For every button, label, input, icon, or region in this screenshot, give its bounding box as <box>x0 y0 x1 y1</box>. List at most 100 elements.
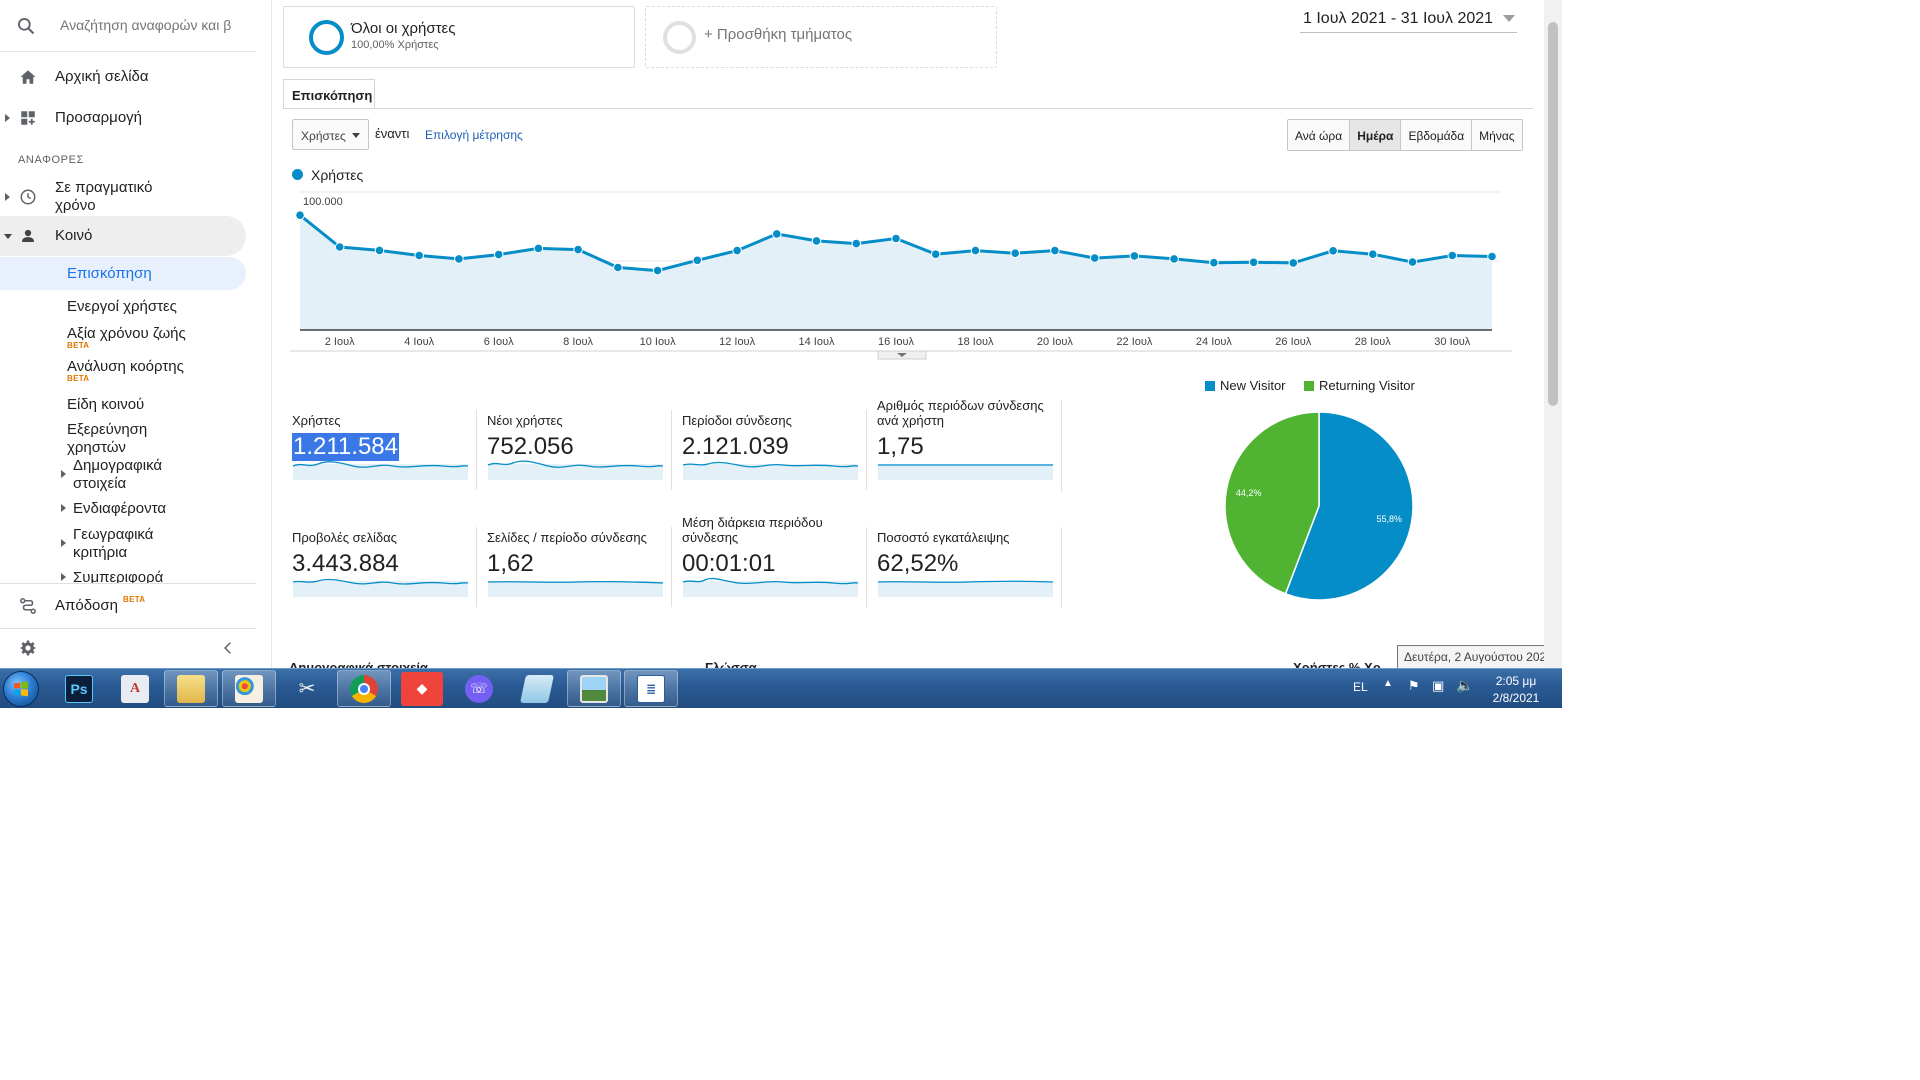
granularity-day-button[interactable]: Ημέρα <box>1350 120 1402 150</box>
granularity-hourly-button[interactable]: Ανά ώρα <box>1288 120 1351 150</box>
pie-slice[interactable] <box>1284 411 1414 601</box>
attribution-icon <box>20 598 36 614</box>
sidebar-subitem-overview-highlight <box>0 257 246 290</box>
volume-icon[interactable]: 🔈 <box>1456 677 1474 693</box>
start-button[interactable] <box>3 671 39 707</box>
x-tick-label: 4 Ιουλ <box>404 336 434 348</box>
add-segment-label: + Προσθήκη τμήματος <box>704 26 853 43</box>
granularity-week-button[interactable]: Εβδομάδα <box>1401 120 1473 150</box>
data-point <box>573 244 583 255</box>
photo-viewer-icon[interactable] <box>567 670 621 707</box>
scorecard-bounce-rate[interactable]: Ποσοστό εγκατάλειψης 62,52% <box>877 515 1055 610</box>
divider <box>476 527 477 607</box>
data-point <box>1487 251 1497 262</box>
notepad-icon[interactable] <box>510 670 564 707</box>
dashboard-icon <box>21 111 35 125</box>
expand-caret-icon[interactable] <box>61 504 66 512</box>
sidebar-item-audience-highlight <box>0 216 246 256</box>
pie-legend-item-new[interactable]: New Visitor <box>1205 378 1286 393</box>
data-point <box>1447 250 1458 261</box>
expand-caret-icon[interactable] <box>61 573 66 581</box>
sidebar-subitem-cohort[interactable]: Ανάλυση κοόρτης <box>67 358 184 375</box>
beta-badge: BETA <box>123 595 146 604</box>
scorecard-pageviews[interactable]: Προβολές σελίδας 3.443.884 <box>292 515 470 610</box>
sidebar-item-customization[interactable]: Προσαρμογή <box>0 109 256 127</box>
scorecard-avg-session-duration[interactable]: Μέση διάρκεια περιόδου σύνδεσης 00:01:01 <box>682 515 860 610</box>
sidebar-subitem-geo[interactable]: Γεωγραφικά κριτήρια <box>73 526 153 562</box>
sparkline <box>683 577 858 597</box>
expand-caret-icon[interactable] <box>61 470 66 478</box>
scorecard-sessions-per-user[interactable]: Αριθμός περιόδων σύνδεσης ανά χρήστη 1,7… <box>877 398 1055 493</box>
scorecard-sessions[interactable]: Περίοδοι σύνδεσης 2.121.039 <box>682 398 860 493</box>
expand-caret-icon[interactable] <box>61 539 66 547</box>
anydesk-icon[interactable]: ◆ <box>395 670 449 707</box>
sidebar-item-home[interactable]: Αρχική σελίδα <box>0 68 256 86</box>
photoshop-icon[interactable]: Ps <box>52 670 106 707</box>
tab-overview[interactable]: Επισκόπηση <box>283 79 375 109</box>
sidebar-subitem-active-users[interactable]: Ενεργοί χρήστες <box>67 298 177 315</box>
visitor-type-pie-chart[interactable]: 55,8% 44,2% <box>1221 408 1417 604</box>
label-line: στοιχεία <box>73 475 127 492</box>
beta-badge: BETA <box>67 341 90 350</box>
sidebar-subitem-interests[interactable]: Ενδιαφέροντα <box>73 500 167 517</box>
metric-select[interactable]: Χρήστες <box>292 119 369 150</box>
pie-legend-item-returning[interactable]: Returning Visitor <box>1304 378 1415 393</box>
screen: Αναζήτηση αναφορών και β Αρχική σελίδα Π… <box>0 0 1562 708</box>
vertical-scrollbar[interactable] <box>1544 0 1562 668</box>
granularity-toggle: Ανά ώρα Ημέρα Εβδομάδα Μήνας <box>1287 119 1523 151</box>
sidebar-subitem-user-explorer[interactable]: Εξερεύνηση χρηστών <box>67 421 147 457</box>
sidebar-subitem-overview[interactable]: Επισκόπηση <box>67 265 152 282</box>
sidebar-item-realtime[interactable]: Σε πραγματικό χρόνο <box>0 179 256 215</box>
scorecard-new-users[interactable]: Νέοι χρήστες 752.056 <box>487 398 665 493</box>
vs-label: έναντι <box>375 126 410 141</box>
sidebar-item-audience[interactable]: Κοινό <box>0 227 256 245</box>
action-center-flag-icon[interactable]: ⚑ <box>1408 678 1420 693</box>
search-box[interactable]: Αναζήτηση αναφορών και β <box>0 0 256 52</box>
scorecard-label: Περίοδοι σύνδεσης <box>682 413 792 428</box>
select-metric-link[interactable]: Επιλογή μέτρησης <box>425 128 523 142</box>
legend-label: Χρήστες <box>311 167 364 183</box>
snipping-tool-icon[interactable]: ✂ <box>298 678 316 700</box>
search-input[interactable]: Αναζήτηση αναφορών και β <box>60 17 232 33</box>
show-hidden-icons[interactable]: ▲ <box>1383 678 1393 689</box>
sparkline <box>683 461 858 480</box>
viber-icon[interactable]: ☏ <box>452 670 506 707</box>
collapse-sidebar-icon[interactable] <box>221 641 235 655</box>
data-point <box>851 238 862 249</box>
font-viewer-icon[interactable]: A <box>108 670 162 707</box>
sidebar-subitem-user-types[interactable]: Είδη κοινού <box>67 396 145 413</box>
sidebar-item-attribution[interactable]: Απόδοση <box>0 597 256 615</box>
input-language-indicator[interactable]: EL <box>1353 680 1368 694</box>
collapse-caret-icon[interactable] <box>4 234 12 239</box>
gear-icon[interactable] <box>19 639 37 657</box>
segment-all-users[interactable]: Όλοι οι χρήστες 100,00% Χρήστες <box>283 6 635 68</box>
search-icon[interactable] <box>16 16 36 36</box>
expand-caret-icon[interactable] <box>5 193 10 201</box>
paint-icon[interactable] <box>222 670 276 707</box>
document-icon[interactable]: ≣ <box>624 670 678 707</box>
data-point <box>414 250 424 261</box>
clock-time: 2:05 μμ <box>1495 674 1537 688</box>
scrollbar-thumb[interactable] <box>1548 22 1558 406</box>
granularity-month-button[interactable]: Μήνας <box>1472 120 1522 150</box>
sidebar-subitem-behavior[interactable]: Συμπεριφορά <box>73 569 164 583</box>
expand-caret-icon[interactable] <box>5 114 10 122</box>
scorecard-value: 1,62 <box>487 550 534 577</box>
scorecard-value: 2.121.039 <box>682 433 789 460</box>
dropdown-caret-icon[interactable] <box>1503 15 1515 22</box>
legend-marker <box>292 169 303 180</box>
date-range-picker[interactable]: 1 Ιουλ 2021 - 31 Ιουλ 2021 <box>1303 10 1494 27</box>
sidebar-subitem-demographics[interactable]: Δημογραφικά στοιχεία <box>73 457 162 493</box>
taskbar-clock[interactable]: 2:05 μμ 2/8/2021 <box>1488 673 1544 707</box>
pie-slice[interactable] <box>1224 411 1320 595</box>
network-icon[interactable]: ▣ <box>1432 678 1445 693</box>
add-segment-button[interactable]: + Προσθήκη τμήματος <box>645 6 997 68</box>
scorecard-value: 1,75 <box>877 433 924 460</box>
chrome-icon[interactable] <box>337 670 391 707</box>
file-explorer-icon[interactable] <box>164 670 218 707</box>
scorecard-users[interactable]: Χρήστες 1.211.584 <box>292 398 470 493</box>
clock-date: 2/8/2021 <box>1492 691 1540 705</box>
sidebar-subitem-lifetime-value[interactable]: Αξία χρόνου ζωής <box>67 325 186 342</box>
scorecard-pages-per-session[interactable]: Σελίδες / περίοδο σύνδεσης 1,62 <box>487 515 665 610</box>
